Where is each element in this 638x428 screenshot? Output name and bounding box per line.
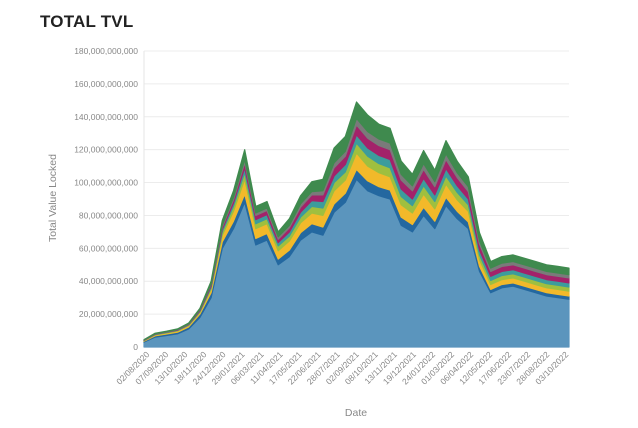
x-tick-labels: 02/08/202007/09/202013/10/202018/11/2020…: [114, 349, 570, 386]
y-tick-label: 140,000,000,000: [74, 112, 138, 122]
y-tick-label: 60,000,000,000: [79, 243, 138, 253]
stacked-areas: [143, 101, 570, 348]
y-tick-labels: 0 20,000,000,000 40,000,000,000 60,000,000,…: [74, 46, 138, 352]
area-series-8: [143, 101, 570, 341]
y-tick-label: 80,000,000,000: [79, 210, 138, 220]
y-tick-label: 0: [133, 342, 138, 352]
y-axis-label: Total Value Locked: [47, 154, 59, 242]
x-axis-label: Date: [345, 407, 367, 419]
y-tick-label: 100,000,000,000: [74, 178, 138, 188]
y-tick-label: 120,000,000,000: [74, 145, 138, 155]
y-tick-label: 40,000,000,000: [79, 276, 138, 286]
chart-title: TOTAL TVL: [40, 12, 134, 31]
y-tick-label: 180,000,000,000: [74, 46, 138, 56]
y-tick-label: 160,000,000,000: [74, 79, 138, 89]
y-tick-label: 20,000,000,000: [79, 309, 138, 319]
